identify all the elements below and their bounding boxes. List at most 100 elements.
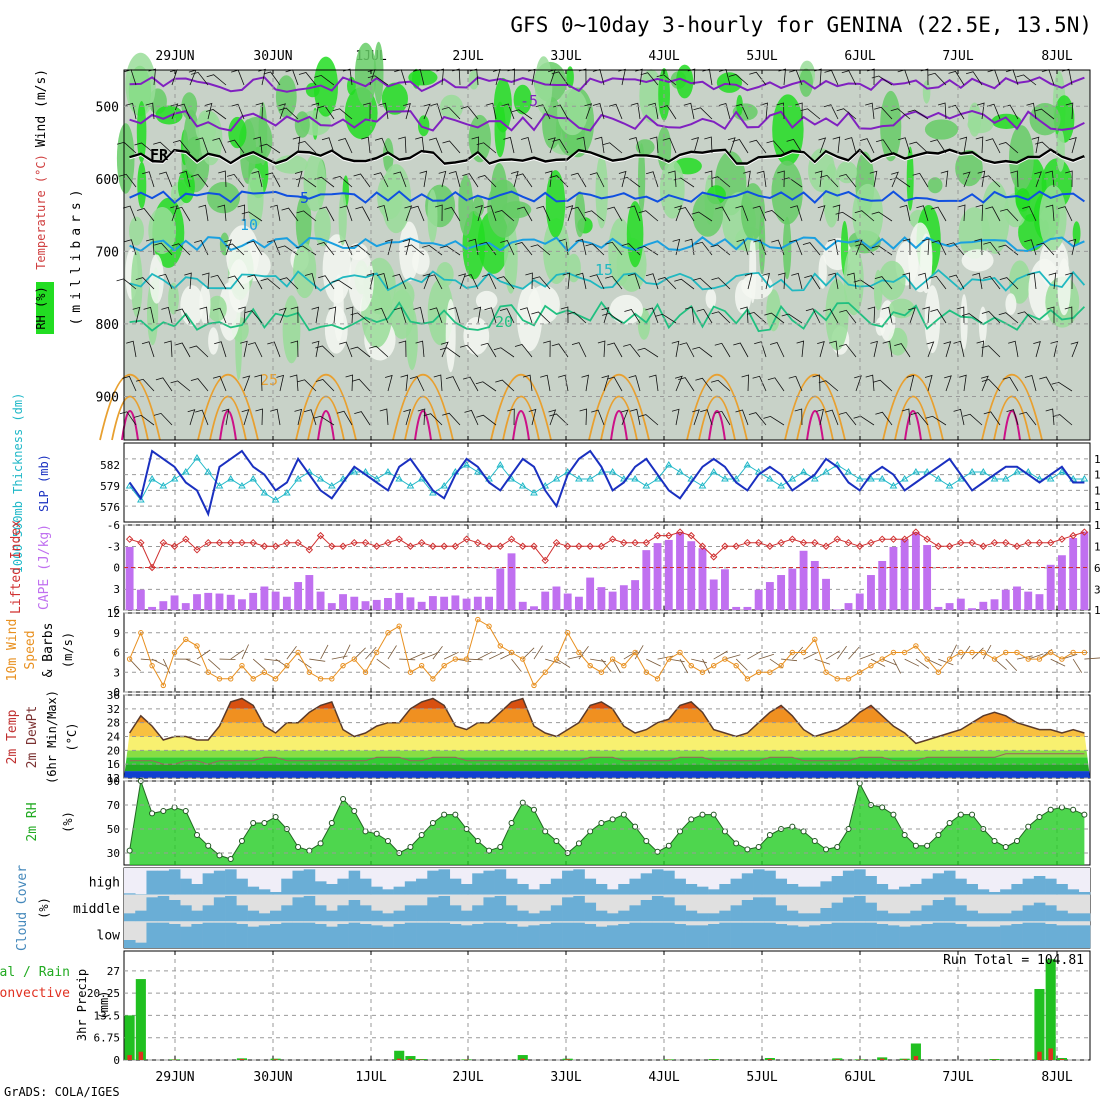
cloud-bar (966, 910, 978, 922)
wind-barb (212, 137, 227, 154)
wind-barb-10m (735, 658, 748, 671)
thickness-point (676, 468, 684, 475)
wind-barb (637, 347, 659, 358)
rh-point (238, 838, 245, 844)
wind-barb (253, 136, 263, 154)
cloud-bar (696, 925, 709, 948)
cloud-bar (202, 905, 215, 922)
chart-title: GFS 0~10day 3-hourly for GENINA (22.5E, … (510, 13, 1092, 37)
precip-total-bar (394, 1050, 405, 1060)
wind-barb (584, 103, 593, 120)
wind-barb-10m (859, 653, 875, 660)
wind-barb (279, 107, 299, 120)
wind-barb (142, 171, 155, 188)
wind-point (329, 676, 335, 682)
li-point (608, 535, 617, 543)
cloud-bar (427, 922, 439, 948)
wind-barb (429, 307, 443, 324)
wind-barb (1027, 272, 1037, 290)
cape-bar (1057, 555, 1066, 610)
wind-barb (638, 210, 659, 222)
wind-barb-10m (230, 649, 245, 660)
wind-barb (294, 170, 303, 188)
thickness-point (867, 475, 875, 482)
li-point (552, 539, 561, 547)
precip-convective-bar (835, 1059, 840, 1060)
cloud-bar (550, 878, 563, 895)
wind-barb (791, 272, 803, 290)
cloud-bar (887, 913, 900, 922)
wind-point (171, 649, 178, 656)
li-point (1058, 535, 1066, 543)
wind-point (621, 662, 627, 669)
wind-barb (494, 210, 515, 222)
wind-barb (743, 170, 751, 188)
rh-point (609, 816, 616, 823)
cloud-bar (719, 884, 731, 895)
cloud-bar (629, 878, 641, 895)
wind-barb (618, 68, 626, 86)
wind-barb (715, 206, 731, 222)
wind-barb (976, 102, 985, 120)
cloud-bar (247, 926, 260, 948)
thickness-point (945, 482, 954, 489)
pressure-tick-label: 900 (96, 390, 119, 405)
cloud-bar (842, 922, 855, 948)
cape-bar (440, 596, 449, 610)
wind-point (598, 669, 605, 675)
wind-barb (345, 306, 354, 324)
temp-contour-25 (392, 374, 454, 441)
cape-bar (574, 596, 583, 610)
cloud-bar (168, 869, 181, 895)
rh-shading (1009, 125, 1034, 191)
temperature-axis-label: Temperature (°C) (34, 154, 48, 270)
cape-bar (530, 606, 538, 610)
wind-barb (909, 141, 929, 154)
cape-bar (170, 595, 179, 610)
wind-barb (501, 103, 515, 120)
wind-point (1014, 649, 1020, 656)
cape-bar (316, 591, 325, 610)
thickness-point (294, 475, 302, 482)
rh-shading (381, 82, 408, 115)
cloud-bar (191, 884, 203, 895)
rh-shading (967, 116, 994, 134)
wind-barb (925, 415, 947, 426)
wind-barb (338, 239, 353, 256)
slp-tick-label: 1008 (1094, 484, 1100, 497)
precip-convective-bar (408, 1059, 413, 1060)
precip-convective-bar (879, 1058, 885, 1060)
wind-barb (433, 374, 443, 392)
cloud-bar (629, 905, 641, 922)
li-tick-label: 0 (113, 562, 120, 575)
wind-barb (819, 174, 839, 188)
rh-point (710, 811, 717, 818)
cloud-bar (472, 873, 484, 895)
cloud-bar (225, 896, 237, 922)
cloud-bar (1022, 905, 1035, 922)
li-point (328, 542, 336, 550)
wind-barb (605, 241, 623, 256)
rh-shading (692, 193, 723, 237)
cloud-bar (1011, 924, 1023, 948)
precip-total-bar (517, 1055, 528, 1060)
wind-barb (549, 413, 569, 426)
li-point (474, 539, 482, 547)
rh-shading (1008, 260, 1031, 304)
wind-point (351, 656, 357, 662)
wind-point (1070, 649, 1076, 656)
wind-point (475, 616, 481, 623)
wind-barb (781, 313, 803, 324)
wind-barb (544, 170, 553, 188)
cloud-bar (202, 922, 215, 948)
thickness-point (1080, 475, 1089, 482)
rh-point (969, 811, 976, 818)
thickness-point (350, 468, 359, 475)
li-point (294, 539, 302, 547)
wind-point (272, 676, 279, 682)
rh-point (957, 811, 964, 818)
rh2m-axis-label: 2m RH (25, 802, 40, 841)
cloud-bar (292, 922, 305, 948)
wind-barb (981, 311, 1001, 324)
wind-barb (316, 242, 335, 256)
